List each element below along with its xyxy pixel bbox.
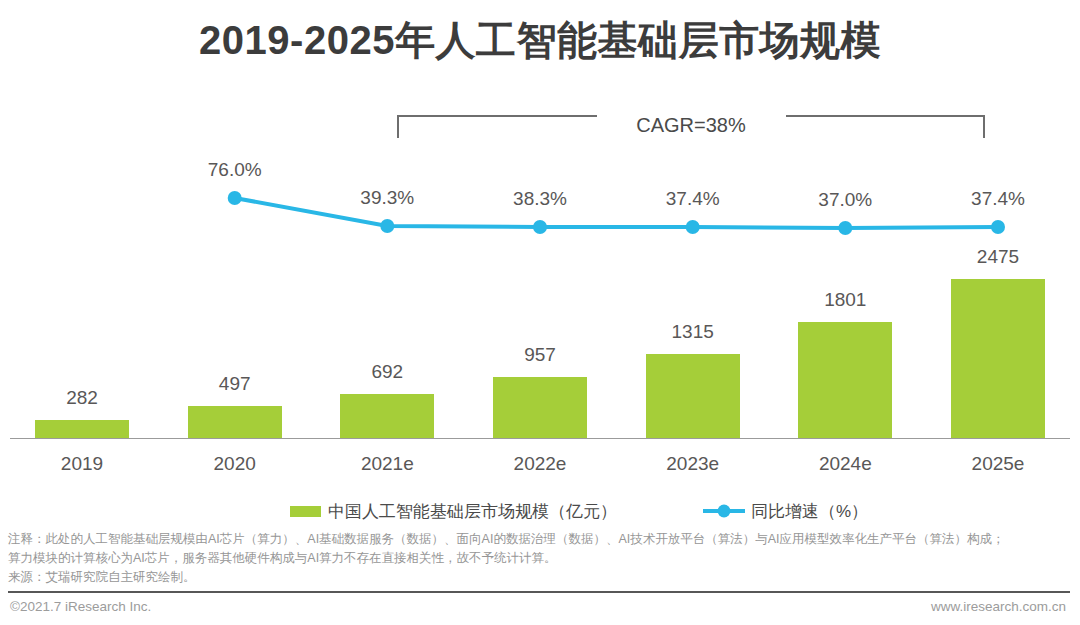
bar-series-label: 中国人工智能基础层市场规模（亿元） bbox=[328, 500, 617, 523]
legend-bar-series: 中国人工智能基础层市场规模（亿元） bbox=[290, 500, 617, 522]
line-point-2020 bbox=[228, 191, 242, 205]
note-line-3: 来源：艾瑞研究院自主研究绘制。 bbox=[8, 568, 1005, 587]
website-url: www.iresearch.com.cn bbox=[931, 599, 1066, 614]
pct-label-2020: 76.0% bbox=[170, 159, 300, 181]
bar-series-swatch bbox=[290, 506, 321, 517]
pct-label-2022e: 38.3% bbox=[475, 188, 605, 210]
line-series-dot bbox=[718, 505, 731, 518]
pct-label-2021e: 39.3% bbox=[322, 187, 452, 209]
line-point-2025e bbox=[991, 220, 1005, 234]
pct-label-2025e: 37.4% bbox=[933, 188, 1063, 210]
note-line-1: 注释：此处的人工智能基础层规模由AI芯片（算力）、AI基础数据服务（数据）、面向… bbox=[8, 530, 1005, 549]
pct-label-2024e: 37.0% bbox=[780, 189, 910, 211]
copyright: ©2021.7 iResearch Inc. bbox=[10, 599, 151, 614]
line-point-2022e bbox=[533, 220, 547, 234]
line-series-label: 同比增速（%） bbox=[751, 500, 868, 523]
line-point-2024e bbox=[838, 221, 852, 235]
footer-divider bbox=[8, 591, 1070, 593]
x-axis-line bbox=[10, 438, 1070, 439]
line-series-marker bbox=[703, 509, 745, 513]
legend-line-series: 同比增速（%） bbox=[703, 500, 868, 522]
pct-label-2023e: 37.4% bbox=[628, 188, 758, 210]
footnotes: 注释：此处的人工智能基础层规模由AI芯片（算力）、AI基础数据服务（数据）、面向… bbox=[8, 530, 1005, 587]
line-point-2021e bbox=[380, 219, 394, 233]
line-point-2023e bbox=[686, 220, 700, 234]
note-line-2: 算力模块的计算核心为AI芯片，服务器其他硬件构成与AI算力不存在直接相关性，故不… bbox=[8, 549, 1005, 568]
